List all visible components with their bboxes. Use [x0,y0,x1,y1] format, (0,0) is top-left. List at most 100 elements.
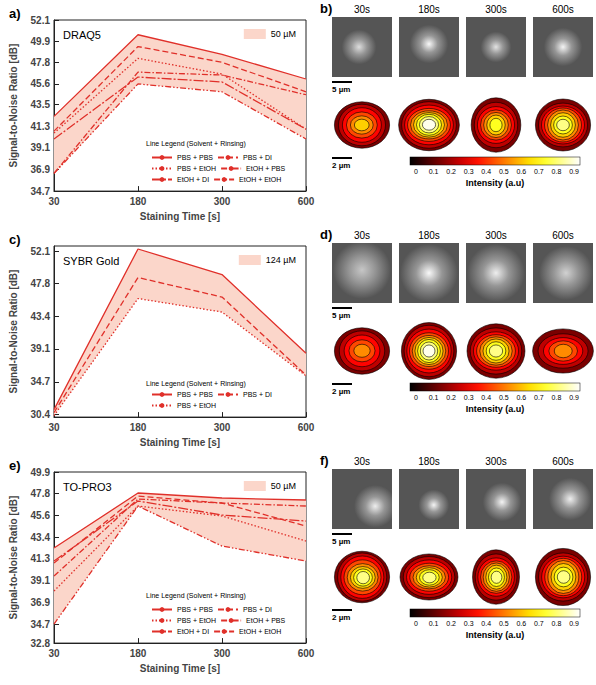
svg-text:47.8: 47.8 [31,57,51,68]
svg-text:30s: 30s [354,230,370,241]
svg-text:0.7: 0.7 [534,620,544,627]
svg-text:180s: 180s [418,456,440,467]
svg-text:0.7: 0.7 [534,394,544,401]
svg-text:0: 0 [414,620,418,627]
svg-text:30: 30 [48,648,60,659]
svg-text:EtOH + EtOH: EtOH + EtOH [239,176,281,183]
svg-text:0.5: 0.5 [499,168,509,175]
svg-text:PBS + EtOH: PBS + EtOH [177,617,216,624]
svg-text:34.7: 34.7 [31,186,51,197]
svg-text:0.9: 0.9 [569,620,579,627]
svg-text:Intensity (a.u): Intensity (a.u) [466,404,525,414]
svg-text:f): f) [320,453,329,468]
svg-text:39.1: 39.1 [31,343,51,354]
svg-text:600s: 600s [552,456,574,467]
svg-text:600s: 600s [552,230,574,241]
svg-text:43.4: 43.4 [31,532,51,543]
svg-text:5 µm: 5 µm [332,537,350,546]
svg-text:0.7: 0.7 [534,168,544,175]
svg-text:PBS + PBS: PBS + PBS [177,154,213,161]
svg-text:EtOH + PBS: EtOH + PBS [246,165,285,172]
svg-text:0.6: 0.6 [516,394,526,401]
svg-text:0.2: 0.2 [446,168,456,175]
svg-text:600: 600 [298,648,315,659]
svg-text:c): c) [9,232,21,247]
svg-text:EtOH + PBS: EtOH + PBS [246,617,285,624]
svg-text:300: 300 [214,422,231,433]
svg-text:180: 180 [130,648,147,659]
svg-text:EtOH + DI: EtOH + DI [177,628,209,635]
svg-text:50 µM: 50 µM [271,29,296,39]
svg-text:30.4: 30.4 [31,409,51,420]
svg-text:0: 0 [414,394,418,401]
svg-text:36.9: 36.9 [31,164,51,175]
svg-text:124 µM: 124 µM [266,255,296,265]
svg-text:0.4: 0.4 [481,620,491,627]
svg-text:39.1: 39.1 [31,142,51,153]
svg-text:Staining Time [s]: Staining Time [s] [140,437,220,448]
svg-text:34.7: 34.7 [31,376,51,387]
svg-text:41.3: 41.3 [31,553,51,564]
svg-text:600: 600 [298,422,315,433]
svg-text:0.4: 0.4 [481,168,491,175]
svg-text:DRAQ5: DRAQ5 [63,29,101,41]
svg-text:TO-PRO3: TO-PRO3 [63,481,112,493]
svg-text:Staining Time [s]: Staining Time [s] [140,663,220,674]
svg-text:5 µm: 5 µm [332,85,350,94]
svg-text:0.8: 0.8 [552,620,562,627]
svg-text:30s: 30s [354,4,370,15]
svg-text:Line Legend (Solvent + Rinsing: Line Legend (Solvent + Rinsing) [146,380,246,388]
svg-text:180: 180 [130,196,147,207]
svg-text:0.1: 0.1 [429,394,439,401]
svg-text:0.9: 0.9 [569,394,579,401]
svg-text:30: 30 [48,196,60,207]
svg-text:e): e) [9,458,21,473]
svg-text:52.1: 52.1 [31,15,51,26]
svg-text:180s: 180s [418,230,440,241]
svg-text:Line Legend (Solvent + Rinsing: Line Legend (Solvent + Rinsing) [146,140,246,148]
svg-text:2 µm: 2 µm [332,387,350,396]
svg-text:0.9: 0.9 [569,168,579,175]
svg-text:d): d) [320,227,332,242]
svg-text:43.4: 43.4 [31,311,51,322]
svg-text:2 µm: 2 µm [332,161,350,170]
svg-text:0.5: 0.5 [499,394,509,401]
svg-text:0.3: 0.3 [464,168,474,175]
svg-text:PBS + EtOH: PBS + EtOH [177,165,216,172]
svg-text:EtOH + DI: EtOH + DI [177,176,209,183]
svg-text:SYBR Gold: SYBR Gold [63,255,119,267]
svg-text:300: 300 [214,648,231,659]
svg-text:Intensity (a.u): Intensity (a.u) [466,178,525,188]
svg-text:0.8: 0.8 [552,168,562,175]
svg-text:Intensity (a.u): Intensity (a.u) [466,630,525,640]
svg-text:34.7: 34.7 [31,619,51,630]
svg-text:0.1: 0.1 [429,620,439,627]
svg-text:b): b) [320,1,332,16]
svg-text:0.3: 0.3 [464,394,474,401]
svg-text:EtOH + EtOH: EtOH + EtOH [239,628,281,635]
svg-text:50 µM: 50 µM [271,481,296,491]
svg-text:30s: 30s [354,456,370,467]
svg-text:45.6: 45.6 [31,510,51,521]
svg-text:0.2: 0.2 [446,620,456,627]
svg-text:49.9: 49.9 [31,467,51,478]
svg-text:Signal-to-Noise Ratio [dB]: Signal-to-Noise Ratio [dB] [8,270,19,394]
svg-text:PBS + DI: PBS + DI [243,154,272,161]
svg-text:0.2: 0.2 [446,394,456,401]
svg-text:Signal-to-Noise Ratio [dB]: Signal-to-Noise Ratio [dB] [8,44,19,168]
svg-text:45.6: 45.6 [31,78,51,89]
svg-text:43.5: 43.5 [31,99,51,110]
svg-text:47.8: 47.8 [31,278,51,289]
svg-text:47.8: 47.8 [31,488,51,499]
svg-text:PBS + EtOH: PBS + EtOH [177,402,216,409]
svg-text:5 µm: 5 µm [332,311,350,320]
svg-text:Staining Time [s]: Staining Time [s] [140,211,220,222]
svg-text:180s: 180s [418,4,440,15]
svg-text:0.6: 0.6 [516,620,526,627]
svg-text:49.9: 49.9 [31,36,51,47]
svg-text:41.3: 41.3 [31,121,51,132]
svg-text:30: 30 [48,422,60,433]
svg-text:39.1: 39.1 [31,575,51,586]
svg-text:0.6: 0.6 [516,168,526,175]
svg-text:0.4: 0.4 [481,394,491,401]
